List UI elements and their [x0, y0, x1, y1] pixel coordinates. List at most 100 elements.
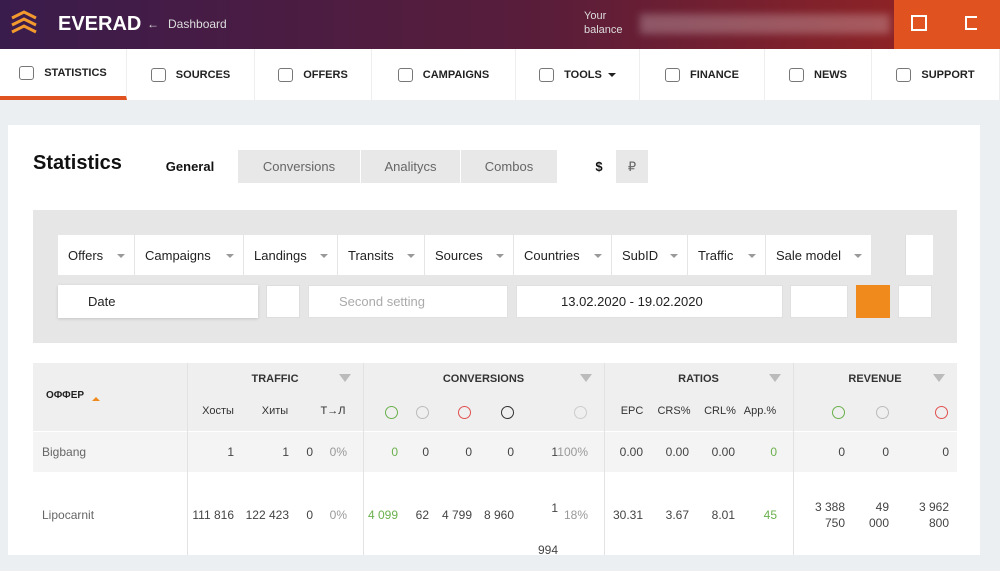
table-cell: 111 816	[192, 508, 234, 522]
nav-item[interactable]: NEWS	[765, 49, 872, 100]
column-header[interactable]: Т→Л	[320, 405, 346, 417]
table-cell: 0.00	[665, 445, 689, 459]
column-header[interactable]: Хосты	[202, 405, 234, 417]
column-header[interactable]: CRS%	[657, 405, 691, 417]
refresh-button[interactable]	[856, 285, 890, 318]
grouping-tab[interactable]: Transits	[338, 235, 425, 275]
header: EVERAD ← Dashboard Your balance	[0, 0, 1000, 49]
status-icon	[574, 406, 587, 419]
table-cell: 0	[422, 445, 429, 459]
status-icon	[416, 406, 429, 419]
nav-item[interactable]: SOURCES	[127, 49, 255, 100]
logo-icon	[11, 10, 37, 34]
filter-icon[interactable]	[933, 374, 945, 388]
balance-label: Your balance	[584, 10, 623, 36]
table-cell: 0%	[329, 508, 347, 522]
currency-tab[interactable]: $	[583, 150, 615, 183]
offer-header[interactable]: ОФФЕР	[46, 390, 85, 401]
filter-icon[interactable]	[769, 374, 781, 388]
caret	[607, 72, 616, 81]
group-border	[187, 363, 188, 555]
table-cell: 0	[838, 445, 845, 459]
nav-icon	[397, 67, 413, 82]
table-cell: 3.67	[665, 508, 689, 522]
nav-item[interactable]: FINANCE	[640, 49, 765, 100]
group-border	[604, 363, 605, 555]
table-cell: 8 960	[483, 508, 514, 522]
primary-select[interactable]: Date	[58, 285, 258, 318]
table-cell: 4 799	[441, 508, 472, 522]
column-header[interactable]: CRL%	[704, 405, 736, 417]
grouping-tab[interactable]: Landings	[244, 235, 338, 275]
page-title: Statistics	[33, 152, 122, 174]
secondary-select[interactable]: Second setting	[308, 285, 508, 318]
table-cell: 62	[415, 508, 429, 522]
table-cell: 45	[763, 508, 777, 522]
table-cell: 30.31	[612, 508, 643, 522]
currency-tab[interactable]: ₽	[616, 150, 648, 183]
group-header: RATIOS	[678, 373, 719, 385]
table-cell: 0.00	[619, 445, 643, 459]
group-header: REVENUE	[848, 373, 902, 385]
table-cell: 18%	[563, 508, 588, 522]
table-cell: 1 994	[537, 501, 558, 557]
clear-button[interactable]	[898, 285, 932, 318]
logo[interactable]: EVERAD	[58, 13, 142, 35]
grouping-tab[interactable]: Offers	[58, 235, 135, 275]
save-button[interactable]	[790, 285, 848, 318]
table-cell: 1	[551, 445, 558, 459]
nav-item[interactable]: SUPPORT	[872, 49, 1000, 100]
status-icon	[385, 406, 398, 419]
tab[interactable]: Combos	[461, 150, 557, 183]
nav-icon	[278, 67, 294, 82]
table-cell: 3 388 750	[814, 500, 845, 530]
grouping-tab[interactable]: Countries	[514, 235, 612, 275]
nav-item[interactable]: STATISTICS	[0, 49, 127, 100]
filter-icon[interactable]	[580, 374, 592, 388]
button[interactable]	[894, 0, 947, 49]
tab[interactable]: Analitycs	[361, 150, 460, 183]
status-icon	[458, 406, 471, 419]
column-header[interactable]: EPC	[620, 405, 644, 417]
offer-name[interactable]: Bigbang	[42, 445, 87, 459]
back-link[interactable]: Dashboard	[168, 17, 227, 31]
tab[interactable]: General	[143, 150, 237, 183]
nav-item[interactable]: OFFERS	[255, 49, 372, 100]
table-cell: 0	[770, 445, 777, 459]
group-header: CONVERSIONS	[442, 373, 525, 385]
grouping-tab[interactable]: Sources	[425, 235, 514, 275]
table-cell: 4 099	[367, 508, 398, 522]
nav-label: OFFERS	[303, 68, 348, 81]
tab[interactable]: Conversions	[238, 150, 360, 183]
group-border	[793, 363, 794, 555]
group-border	[363, 363, 364, 555]
nav-label: STATISTICS	[44, 66, 107, 79]
nav-icon	[789, 67, 804, 82]
logout-button[interactable]	[947, 0, 1000, 49]
nav-icon	[19, 65, 35, 80]
grouping-tab[interactable]: Campaigns	[135, 235, 244, 275]
page: EVERAD ← Dashboard Your balance STATISTI…	[0, 0, 1000, 557]
column-header[interactable]: Хиты	[261, 405, 289, 417]
nav-bar: STATISTICS SOURCES OFFERS CAMPAIGNS TOOLS FIN…	[0, 49, 1000, 100]
nav-item[interactable]: CAMPAIGNS	[372, 49, 516, 100]
table-cell: 8.01	[711, 508, 735, 522]
grouping-tab[interactable]: Sale model	[766, 235, 872, 275]
table-cell: 0	[882, 445, 889, 459]
back-arrow: ←	[147, 17, 159, 31]
status-icon	[501, 406, 514, 419]
nav-label: SUPPORT	[921, 68, 975, 81]
grouping-tab[interactable]: Traffic	[688, 235, 766, 275]
scroll-arrows[interactable]	[905, 235, 933, 275]
table-cell: 0.00	[711, 445, 735, 459]
column-header[interactable]: App.%	[743, 405, 777, 417]
status-icon	[832, 406, 845, 419]
date-select[interactable]: 13.02.2020 - 19.02.2020	[516, 285, 783, 318]
table-cell: 0	[306, 445, 313, 459]
nav-icon	[665, 67, 681, 82]
grouping-tab[interactable]: SubID	[612, 235, 688, 275]
offer-name[interactable]: Lipocarnit	[42, 508, 95, 522]
filter-icon[interactable]	[339, 374, 351, 388]
nav-item[interactable]: TOOLS	[516, 49, 640, 100]
swap-button[interactable]	[266, 285, 300, 318]
